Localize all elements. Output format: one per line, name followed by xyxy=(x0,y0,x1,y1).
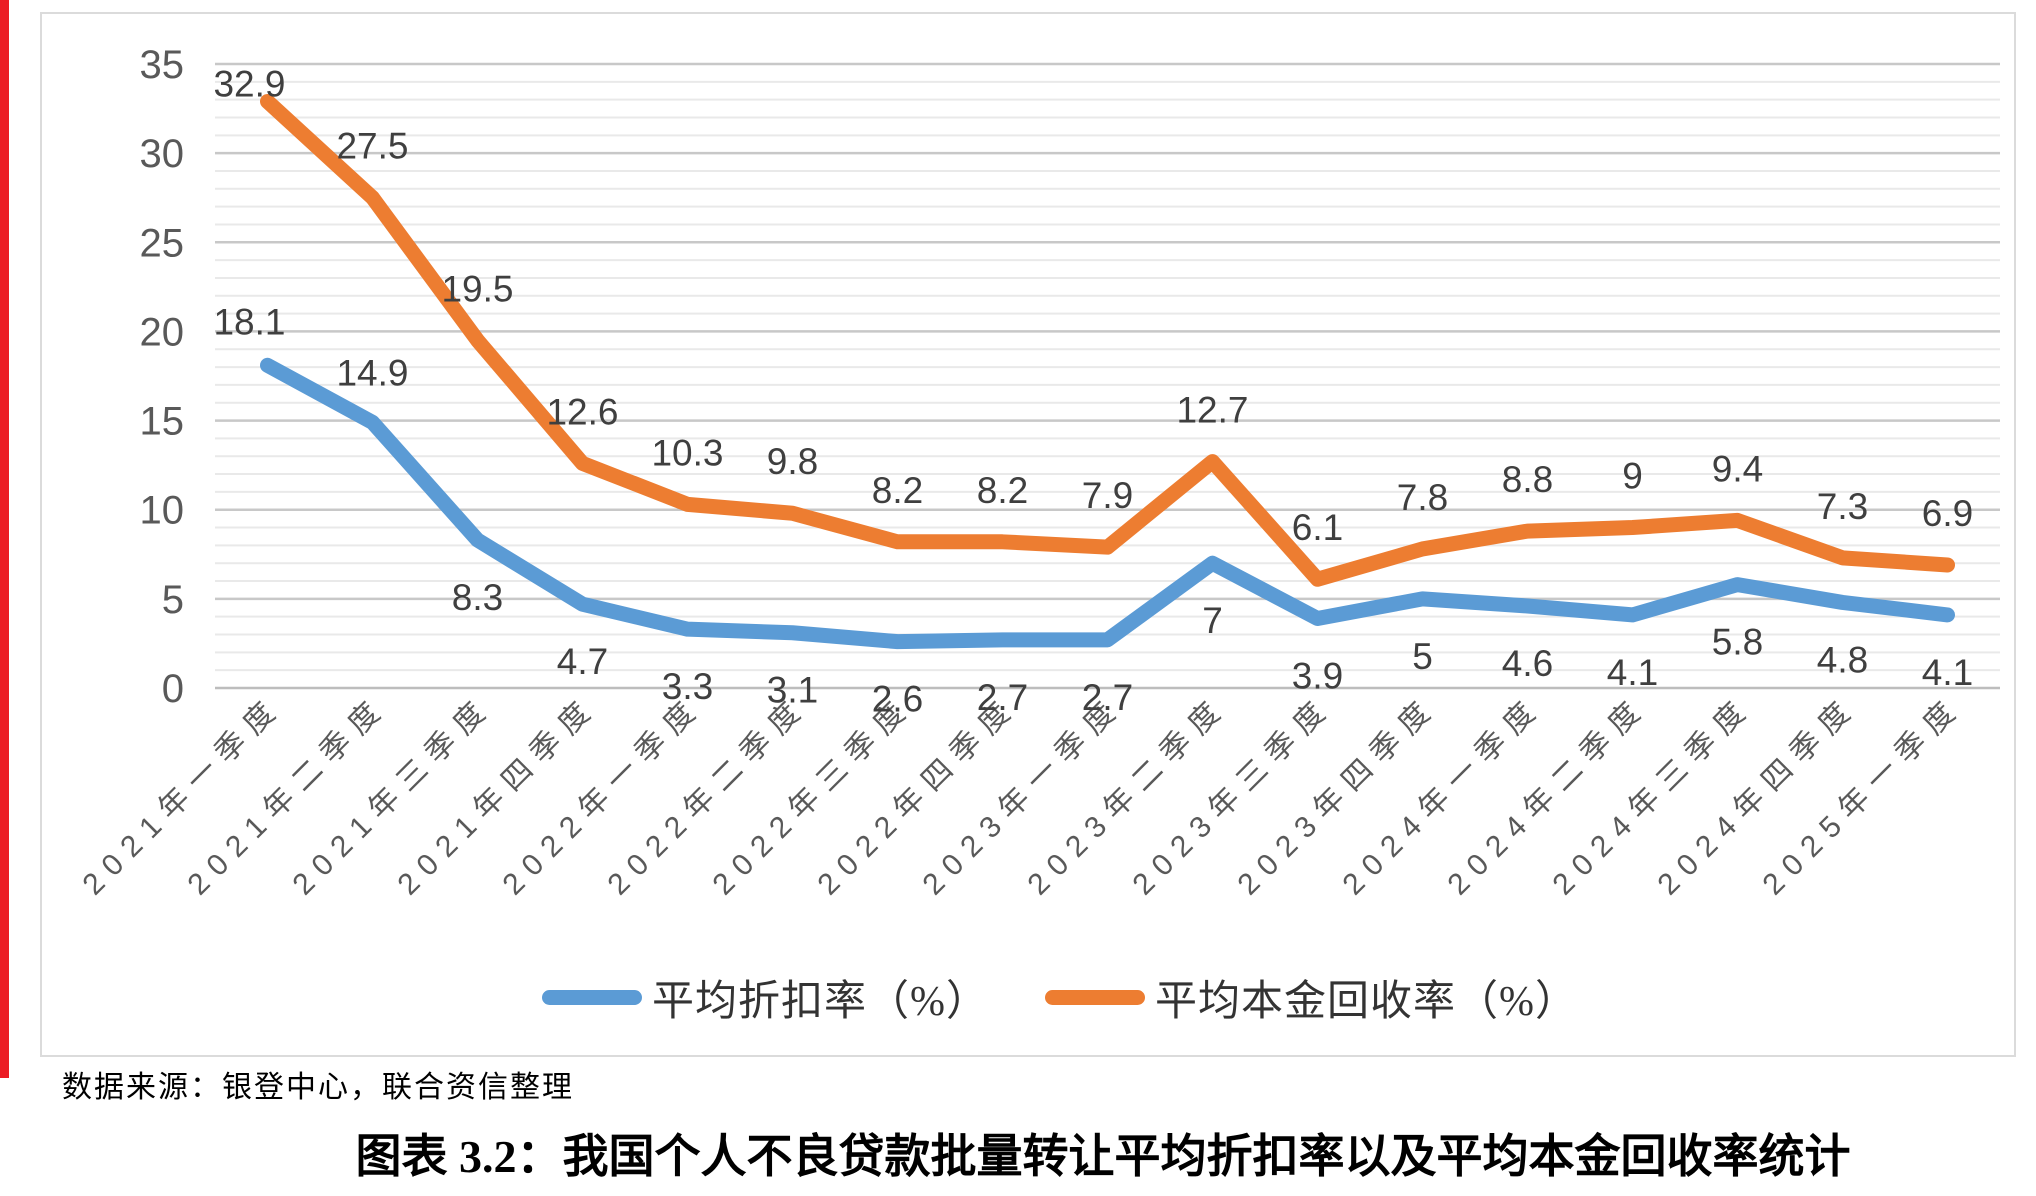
x-axis-tick-label: 2022年二季度 xyxy=(601,690,813,902)
y-axis-tick-label: 0 xyxy=(162,667,184,711)
data-label: 6.1 xyxy=(1292,507,1343,548)
data-label: 14.9 xyxy=(336,352,408,393)
data-label: 7 xyxy=(1202,600,1223,641)
x-axis-tick-label: 2024年四季度 xyxy=(1651,690,1863,902)
series-line-discount-rate xyxy=(260,357,1955,650)
y-axis-tick-label: 15 xyxy=(140,400,185,444)
data-label: 9.4 xyxy=(1712,448,1763,489)
data-label: 12.7 xyxy=(1176,390,1248,431)
data-label: 3.1 xyxy=(767,670,818,711)
y-axis-tick-label: 20 xyxy=(140,310,185,354)
chart-frame: 0 5 10 15 20 25 30 35 2021年一季度 2021年二季度 2021年三季度 20… xyxy=(40,12,2016,1057)
data-label: 8.2 xyxy=(977,470,1028,511)
data-label: 4.8 xyxy=(1817,639,1868,680)
x-axis-tick-label: 2022年三季度 xyxy=(706,690,918,902)
data-label: 4.1 xyxy=(1607,652,1658,693)
y-axis-tick-label: 35 xyxy=(140,43,185,87)
data-label: 9.8 xyxy=(767,441,818,482)
legend-swatch-blue xyxy=(542,989,642,1005)
y-axis-tick-label: 30 xyxy=(140,132,185,176)
data-label: 2.7 xyxy=(977,677,1028,718)
x-axis-tick-label: 2025年一季度 xyxy=(1756,690,1968,902)
legend-label-recovery-rate: 平均本金回收率（%） xyxy=(1155,978,1578,1025)
data-label: 6.9 xyxy=(1922,493,1973,534)
figure-caption: 图表 3.2：我国个人不良贷款批量转让平均折扣率以及平均本金回收率统计 xyxy=(355,1131,1851,1182)
data-label: 9 xyxy=(1622,455,1643,496)
x-axis-tick-label: 2024年一季度 xyxy=(1336,690,1548,902)
data-label: 3.9 xyxy=(1292,655,1343,696)
source-note: 数据来源：银登中心，联合资信整理 xyxy=(62,1071,574,1104)
x-axis-tick-label: 2024年三季度 xyxy=(1546,690,1758,902)
data-label: 2.6 xyxy=(872,679,923,720)
data-label: 3.3 xyxy=(662,666,713,707)
line-chart: 051015202530352021年一季度2021年二季度2021年三季度20… xyxy=(76,43,2000,902)
data-label: 4.7 xyxy=(557,641,608,682)
x-axis-tick-label: 2021年二季度 xyxy=(181,690,393,902)
data-label: 5 xyxy=(1412,636,1433,677)
data-label: 27.5 xyxy=(336,126,408,167)
data-label: 7.3 xyxy=(1817,486,1868,527)
x-axis-tick-label: 2022年一季度 xyxy=(496,690,708,902)
y-axis-tick-label: 5 xyxy=(162,578,184,622)
x-axis-tick-label: 2023年四季度 xyxy=(1231,690,1443,902)
chart-legend: 平均折扣率（%） 平均本金回收率（%） xyxy=(42,966,2036,1028)
x-axis-tick-label: 2024年二季度 xyxy=(1441,690,1653,902)
y-axis-tick-label: 25 xyxy=(140,221,185,265)
x-axis-tick-label: 2021年四季度 xyxy=(391,690,603,902)
x-axis-tick-label: 2021年一季度 xyxy=(76,690,288,902)
legend-item-discount-rate: 平均折扣率（%） xyxy=(542,967,989,1028)
x-axis-tick-label: 2023年三季度 xyxy=(1126,690,1338,902)
data-label: 32.9 xyxy=(213,63,285,104)
x-axis-tick-label: 2021年三季度 xyxy=(286,690,498,902)
data-label: 18.1 xyxy=(213,301,285,342)
legend-label-discount-rate: 平均折扣率（%） xyxy=(652,978,989,1025)
left-red-bar xyxy=(0,0,9,1078)
data-label: 2.7 xyxy=(1082,677,1133,718)
data-label: 4.1 xyxy=(1922,652,1973,693)
data-label: 8.8 xyxy=(1502,459,1553,500)
data-label: 8.3 xyxy=(452,577,503,618)
legend-item-recovery-rate: 平均本金回收率（%） xyxy=(1045,967,1578,1028)
x-axis-tick-label: 2022年四季度 xyxy=(811,690,1023,902)
data-label: 12.6 xyxy=(546,391,618,432)
legend-swatch-orange xyxy=(1045,989,1145,1005)
series-line-recovery-rate xyxy=(260,93,1955,587)
data-label: 8.2 xyxy=(872,470,923,511)
y-axis-tick-label: 10 xyxy=(140,489,185,533)
data-label: 10.3 xyxy=(651,432,723,473)
data-label: 7.9 xyxy=(1082,475,1133,516)
data-label: 4.6 xyxy=(1502,643,1553,684)
data-label: 19.5 xyxy=(441,268,513,309)
x-axis-tick-label: 2023年一季度 xyxy=(916,690,1128,902)
x-axis-tick-label: 2023年二季度 xyxy=(1021,690,1233,902)
data-label: 7.8 xyxy=(1397,477,1448,518)
data-label: 5.8 xyxy=(1712,622,1763,663)
